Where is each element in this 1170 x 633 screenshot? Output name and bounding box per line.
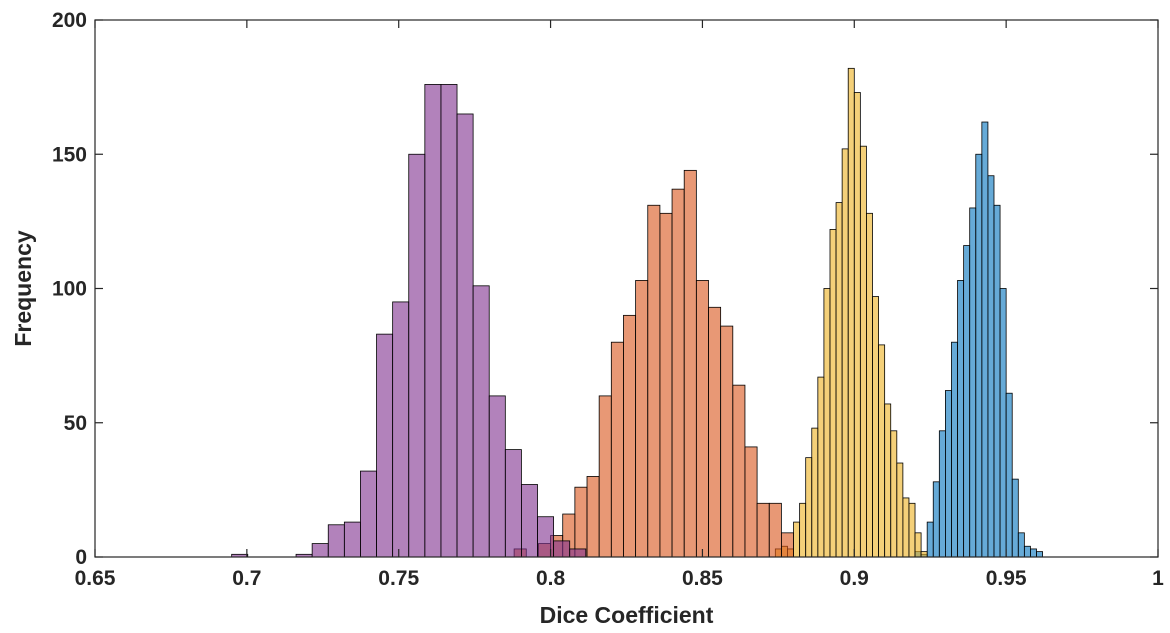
bar <box>829 229 837 558</box>
y-tick-label: 100 <box>52 278 87 301</box>
bar <box>343 521 361 558</box>
bar <box>987 175 995 558</box>
bar <box>647 204 661 558</box>
x-axis-label: Dice Coefficient <box>540 602 714 628</box>
bar <box>671 188 685 558</box>
bar <box>610 341 624 558</box>
bar <box>957 280 965 558</box>
bar <box>456 113 474 558</box>
bar <box>920 551 928 558</box>
bar <box>537 516 555 558</box>
bar <box>799 502 807 558</box>
bar <box>811 427 819 558</box>
bar <box>896 462 904 558</box>
bar <box>744 446 758 558</box>
bar <box>926 521 934 558</box>
bars-layer <box>231 67 1043 558</box>
bar <box>951 341 958 558</box>
bar <box>1005 392 1013 558</box>
bar <box>914 532 922 558</box>
bar <box>376 333 394 558</box>
bar <box>623 314 637 558</box>
bar <box>440 84 458 558</box>
y-tick-label: 50 <box>64 412 87 435</box>
bar <box>872 296 879 558</box>
x-tick-label: 0.75 <box>378 567 419 590</box>
bar <box>586 476 600 558</box>
bar <box>768 502 782 558</box>
bar <box>504 449 522 558</box>
bar <box>488 395 506 558</box>
bar <box>908 502 916 558</box>
x-tick-label: 0.95 <box>986 567 1027 590</box>
y-tick-label: 0 <box>75 546 87 569</box>
series-0 <box>914 121 1043 558</box>
bar <box>574 486 588 558</box>
x-tick-label: 0.8 <box>536 567 566 590</box>
x-tick-label: 0.85 <box>682 567 723 590</box>
bar <box>1011 478 1019 558</box>
bar <box>1023 545 1031 558</box>
bar <box>472 285 490 558</box>
bar <box>521 484 538 558</box>
bar <box>553 540 571 558</box>
bar <box>975 153 983 558</box>
bar <box>708 306 722 558</box>
bar <box>866 212 873 558</box>
bar <box>1017 532 1025 558</box>
bar <box>1030 548 1037 558</box>
bar <box>311 543 329 558</box>
bar <box>659 212 673 558</box>
x-tick-label: 0.65 <box>75 567 116 590</box>
bar <box>847 67 855 558</box>
bar <box>841 148 849 558</box>
bar <box>999 288 1007 558</box>
bar <box>853 92 861 558</box>
y-tick-label: 200 <box>52 9 87 32</box>
bar <box>890 430 898 558</box>
bar <box>878 344 886 558</box>
bar <box>598 395 612 558</box>
series-2 <box>513 169 794 558</box>
y-axis-label: Frequency <box>10 230 36 347</box>
y-tick-label: 150 <box>52 143 87 166</box>
bar <box>981 121 989 558</box>
bar <box>360 470 377 558</box>
bar <box>823 288 831 558</box>
bar <box>902 497 910 558</box>
series-3 <box>231 84 587 558</box>
bar <box>408 153 426 558</box>
x-tick-label: 0.9 <box>840 567 869 590</box>
bar <box>683 169 697 558</box>
bar <box>635 280 649 558</box>
bar <box>835 202 843 558</box>
bar <box>793 521 801 558</box>
bar <box>720 325 734 558</box>
series-1 <box>774 67 928 558</box>
bar <box>805 457 813 558</box>
bar <box>932 481 940 558</box>
bar <box>993 204 1001 558</box>
bar <box>938 430 946 558</box>
bar <box>732 384 746 558</box>
bar <box>969 207 977 558</box>
bar <box>756 502 770 558</box>
axes-layer: 0.65 0.7 0.75 0.8 0.85 0.9 0.95 1 0 50 100 150 200 <box>52 9 1164 590</box>
bar <box>963 245 971 558</box>
bar <box>884 403 892 558</box>
bar <box>424 84 442 558</box>
bar <box>817 376 825 558</box>
bar <box>780 532 794 558</box>
bar <box>1036 551 1043 558</box>
bar <box>392 301 410 558</box>
bar <box>695 280 709 558</box>
x-tick-label: 0.7 <box>232 567 261 590</box>
bar <box>569 548 587 558</box>
bar <box>945 390 952 558</box>
bar <box>327 524 345 558</box>
bar <box>859 145 867 558</box>
x-tick-label: 1 <box>1152 567 1164 590</box>
